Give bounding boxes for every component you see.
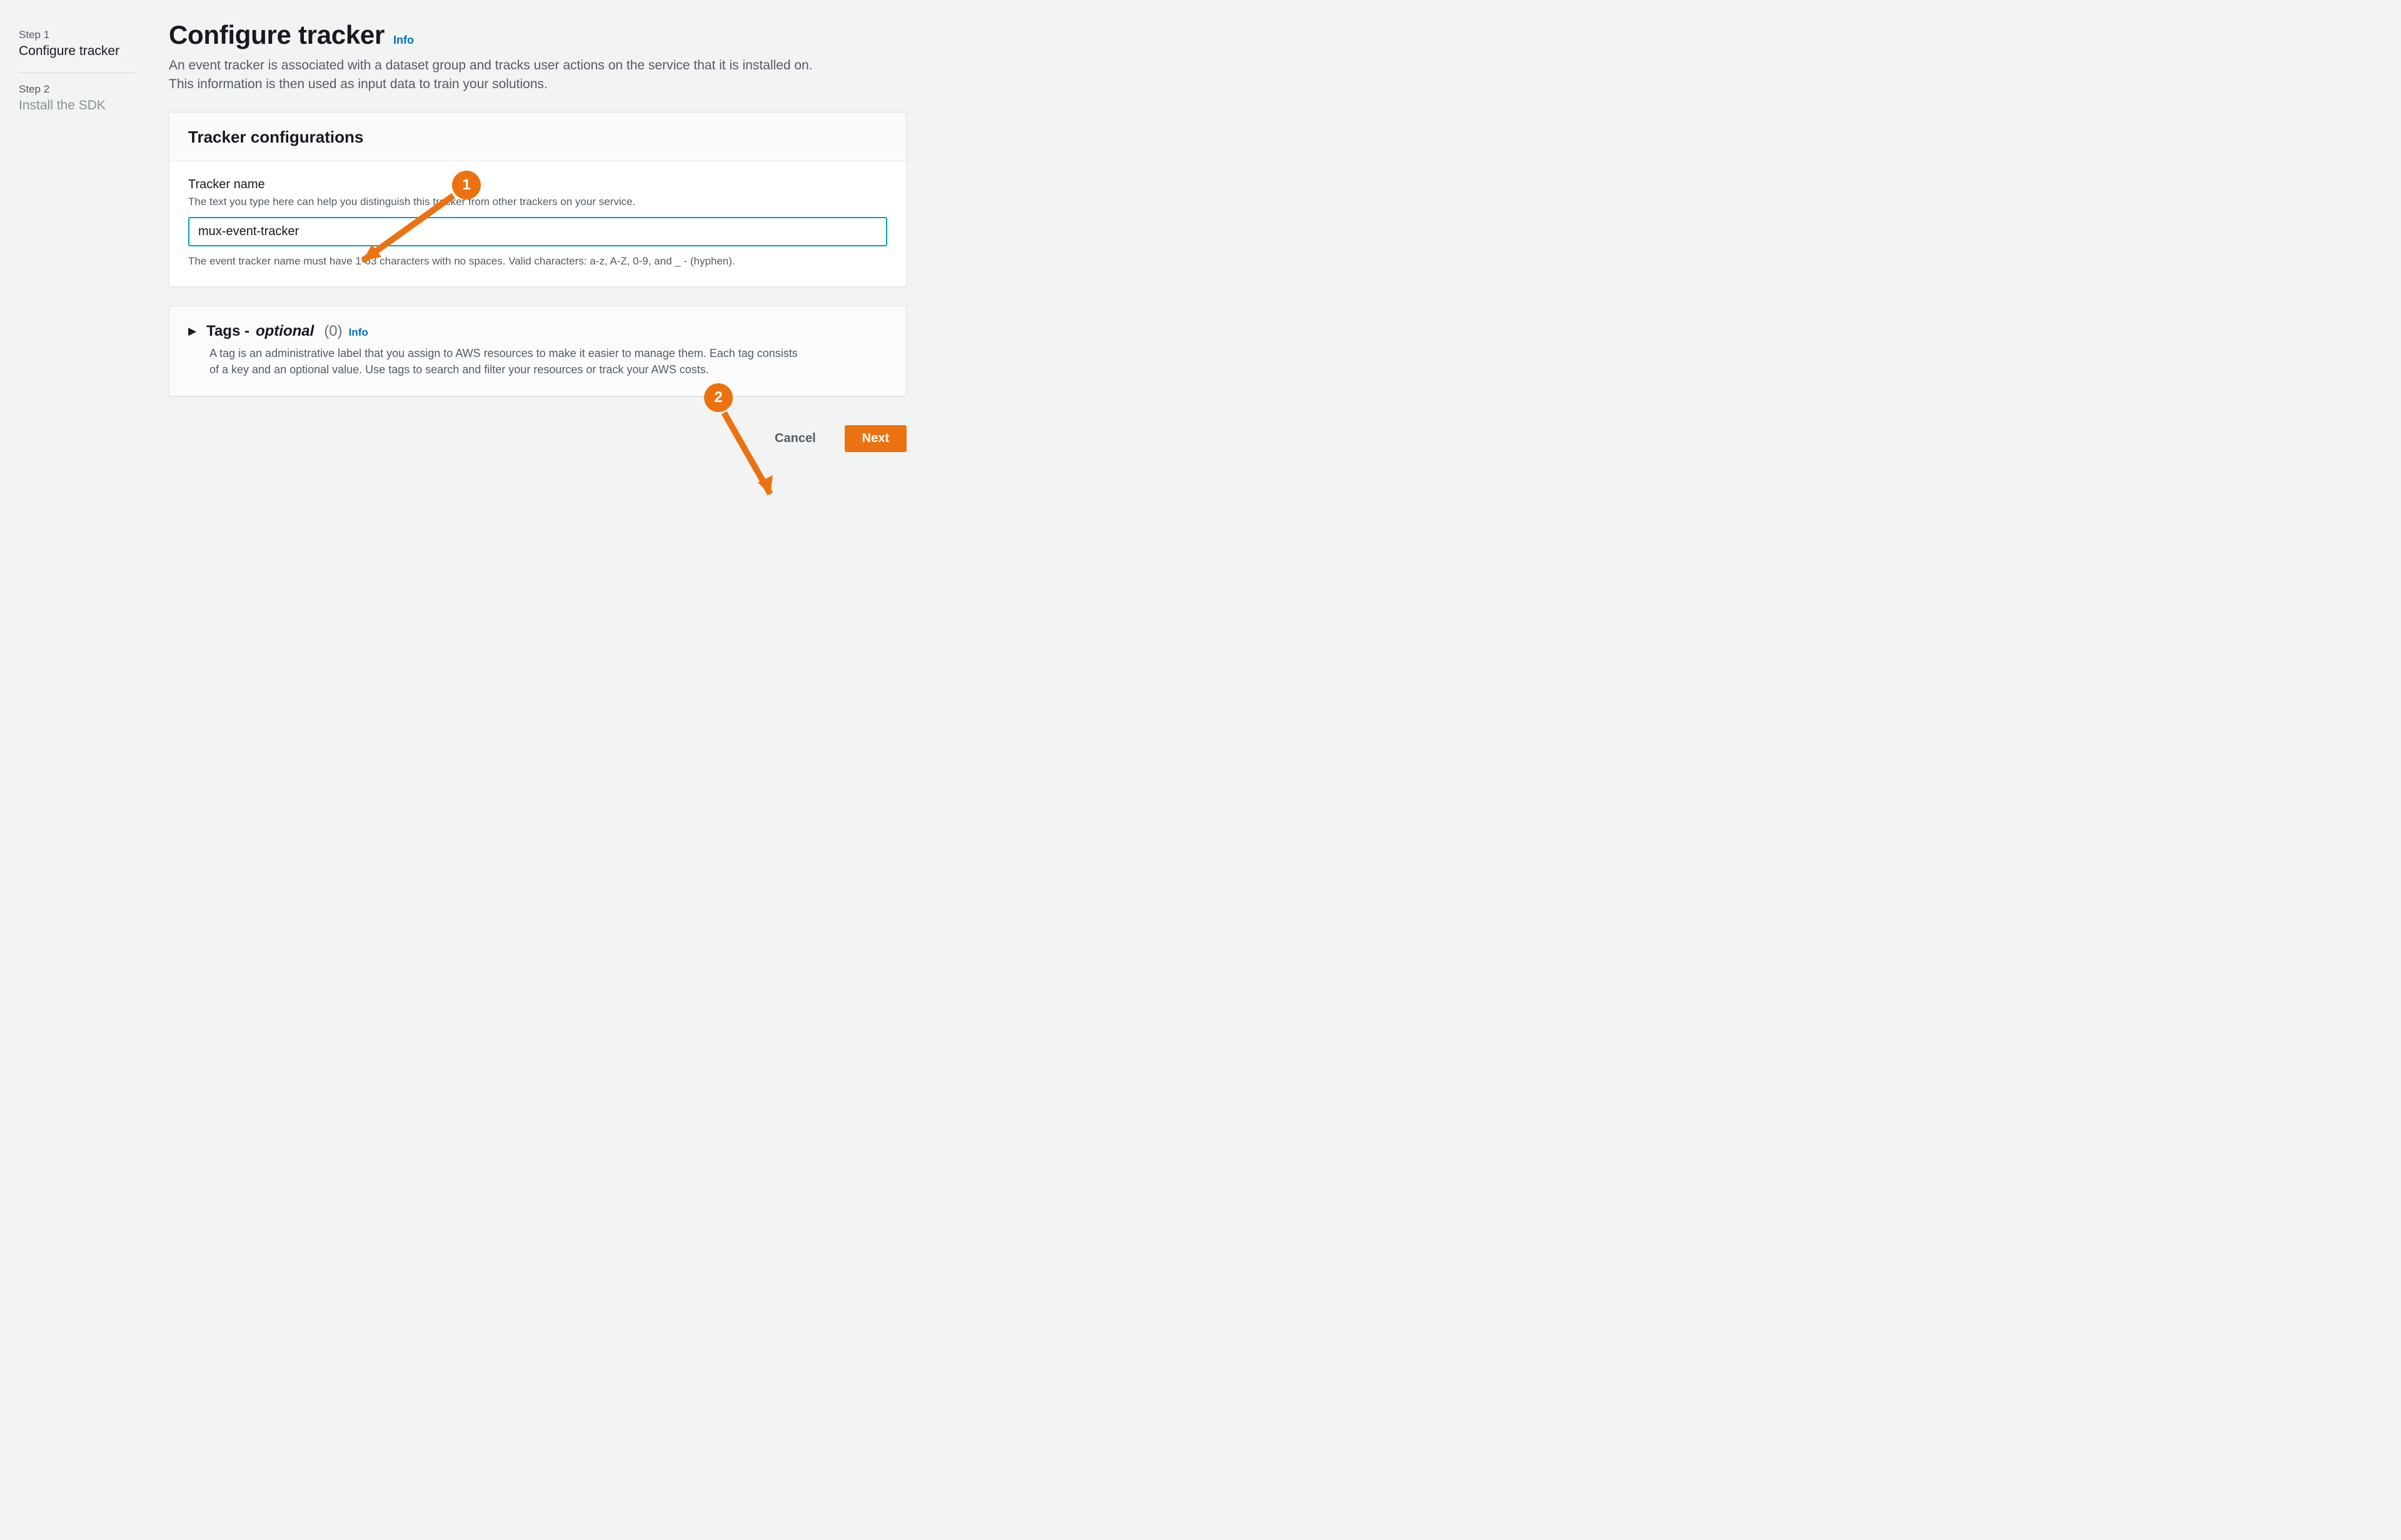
page-description: An event tracker is associated with a da… xyxy=(169,56,832,94)
footer-actions: Cancel Next xyxy=(169,415,907,452)
tracker-config-header: Tracker configurations xyxy=(169,113,906,161)
tracker-name-constraint: The event tracker name must have 1-63 ch… xyxy=(188,254,763,269)
tracker-name-label: Tracker name xyxy=(188,178,887,192)
wizard-step-1-title: Configure tracker xyxy=(19,44,144,59)
caret-right-icon: ▶ xyxy=(188,325,196,338)
tags-count: (0) xyxy=(324,323,342,340)
tags-expander[interactable]: ▶ Tags - optional (0) Info xyxy=(188,323,887,340)
wizard-steps: Step 1 Configure tracker Step 2 Install … xyxy=(19,20,144,452)
wizard-step-1-label: Step 1 xyxy=(19,29,144,41)
main-content: Configure tracker Info An event tracker … xyxy=(169,20,907,452)
tags-panel: ▶ Tags - optional (0) Info A tag is an a… xyxy=(169,306,907,396)
tags-info-link[interactable]: Info xyxy=(349,326,368,339)
tags-title: Tags - xyxy=(206,323,249,340)
wizard-step-2-label: Step 2 xyxy=(19,83,144,96)
wizard-step-2[interactable]: Step 2 Install the SDK xyxy=(19,83,144,124)
page-title: Configure tracker xyxy=(169,20,385,50)
tracker-config-title: Tracker configurations xyxy=(188,128,887,147)
page-info-link[interactable]: Info xyxy=(393,34,414,47)
tracker-name-input[interactable] xyxy=(188,217,887,246)
tags-optional: optional xyxy=(256,323,314,340)
next-button[interactable]: Next xyxy=(845,425,907,452)
tracker-name-hint: The text you type here can help you dist… xyxy=(188,194,887,209)
tags-description: A tag is an administrative label that yo… xyxy=(209,345,810,378)
tracker-config-panel: Tracker configurations Tracker name The … xyxy=(169,112,907,287)
wizard-step-1[interactable]: Step 1 Configure tracker xyxy=(19,29,144,70)
wizard-step-2-title: Install the SDK xyxy=(19,98,144,113)
cancel-button[interactable]: Cancel xyxy=(757,425,833,452)
